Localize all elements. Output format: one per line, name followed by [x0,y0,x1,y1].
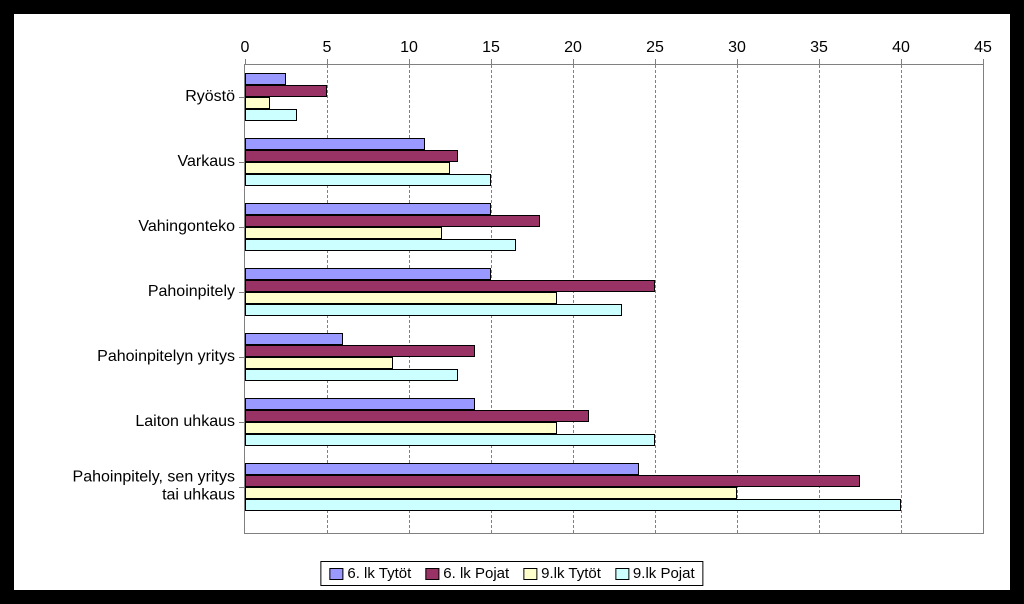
x-tick [737,59,738,65]
plot-region: 051015202530354045RyöstöVarkausVahingont… [244,64,984,534]
bar [245,73,286,85]
bar [245,109,297,121]
bar [245,499,901,511]
x-tick-label: 10 [400,39,418,57]
x-tick-label: 20 [564,39,582,57]
bar [245,369,458,381]
bar [245,333,343,345]
bar [245,215,540,227]
x-tick-label: 15 [482,39,500,57]
bar [245,292,557,304]
bar [245,357,393,369]
category-label: Ryöstö [185,88,245,106]
category-label: Pahoinpitely, sen yritystai uhkaus [73,468,245,505]
bar [245,268,491,280]
bar [245,345,475,357]
x-tick [655,59,656,65]
x-tick [491,59,492,65]
legend-item: 6. lk Tytöt [329,565,411,582]
x-tick [409,59,410,65]
x-tick [901,59,902,65]
x-tick [245,59,246,65]
bar [245,227,442,239]
legend-item: 9.lk Tytöt [523,565,601,582]
bar [245,422,557,434]
x-tick-label: 30 [728,39,746,57]
bar [245,174,491,186]
bar [245,203,491,215]
bar [245,434,655,446]
bar [245,85,327,97]
bar [245,304,622,316]
bar [245,239,516,251]
x-tick [819,59,820,65]
bar [245,463,639,475]
category-label: Laiton uhkaus [135,413,245,431]
category-group: Laiton uhkaus [245,398,983,446]
category-group: Pahoinpitely [245,268,983,316]
legend-label: 9.lk Pojat [633,565,695,582]
legend-swatch [425,568,439,580]
x-tick-label: 40 [892,39,910,57]
x-tick-label: 45 [974,39,992,57]
category-group: Varkaus [245,138,983,186]
category-group: Ryöstö [245,73,983,121]
bar [245,475,860,487]
legend-label: 6. lk Tytöt [347,565,411,582]
chart-outer-frame: 0 5 10 15 20 25 30 35 40 45 Ryöstö Varkaus Vahingont… [0,0,1024,604]
category-group: Vahingonteko [245,203,983,251]
bar [245,138,425,150]
bar [245,410,589,422]
bar [245,150,458,162]
category-group: Pahoinpitelyn yritys [245,333,983,381]
legend-item: 9.lk Pojat [615,565,695,582]
bar [245,97,270,109]
legend-swatch [615,568,629,580]
legend-label: 9.lk Tytöt [541,565,601,582]
category-label: Varkaus [177,153,245,171]
x-tick [573,59,574,65]
legend-swatch [329,568,343,580]
legend-label: 6. lk Pojat [443,565,509,582]
x-tick [327,59,328,65]
bar [245,487,737,499]
category-label: Pahoinpitelyn yritys [97,348,245,366]
bar [245,280,655,292]
x-tick-label: 25 [646,39,664,57]
bar [245,162,450,174]
x-tick-label: 5 [323,39,332,57]
legend: 6. lk Tytöt 6. lk Pojat 9.lk Tytöt 9.lk Poj… [320,561,703,586]
bar [245,398,475,410]
category-group: Pahoinpitely, sen yritystai uhkaus [245,463,983,511]
legend-item: 6. lk Pojat [425,565,509,582]
x-tick-label: 0 [241,39,250,57]
x-tick [983,59,984,65]
legend-swatch [523,568,537,580]
category-label: Pahoinpitely [148,283,245,301]
x-tick-label: 35 [810,39,828,57]
category-label: Vahingonteko [138,218,245,236]
chart-area: 0 5 10 15 20 25 30 35 40 45 Ryöstö Varkaus Vahingont… [14,14,1010,590]
